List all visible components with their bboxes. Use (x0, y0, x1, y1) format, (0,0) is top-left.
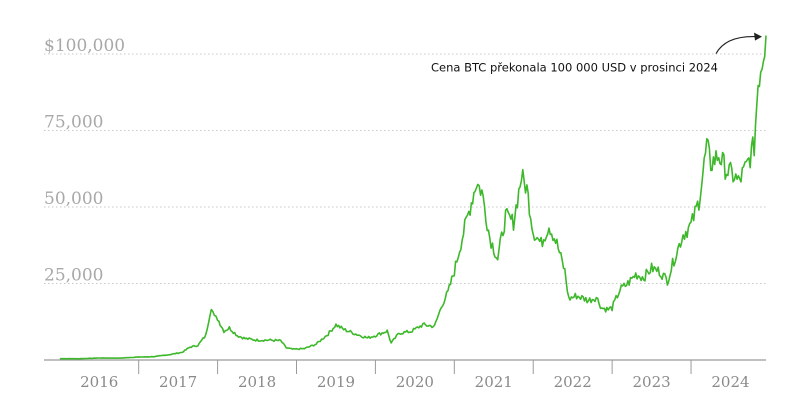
y-axis-ticks: $100,000 75,000 50,000 25,000 (44, 36, 125, 286)
annotation-arrow (715, 36, 757, 54)
y-tick-label: 50,000 (44, 189, 103, 209)
y-tick-label: 75,000 (44, 113, 103, 133)
y-tick-label: 25,000 (44, 266, 103, 286)
x-axis: 2016 2017 2018 2019 2020 2021 2022 2023 2024 (44, 359, 766, 391)
annotation-text: Cena BTC překonala 100 000 USD v prosinc… (431, 61, 718, 75)
annotation-arrowhead (754, 32, 762, 41)
x-tick-label: 2016 (80, 373, 118, 391)
series-layer (59, 35, 767, 360)
annotation-layer: Cena BTC překonala 100 000 USD v prosinc… (431, 32, 762, 75)
x-tick-label: 2020 (396, 373, 434, 391)
x-tick-label: 2023 (632, 373, 670, 391)
x-tick-label: 2018 (238, 373, 276, 391)
btc-price-line (59, 35, 767, 360)
gridlines (44, 53, 766, 284)
x-tick-label: 2021 (475, 373, 513, 391)
x-tick-label: 2022 (554, 373, 592, 391)
y-tick-label: $100,000 (44, 36, 125, 56)
x-tick-label: 2017 (159, 373, 197, 391)
x-tick-label: 2024 (711, 373, 749, 391)
x-tick-label: 2019 (317, 373, 355, 391)
